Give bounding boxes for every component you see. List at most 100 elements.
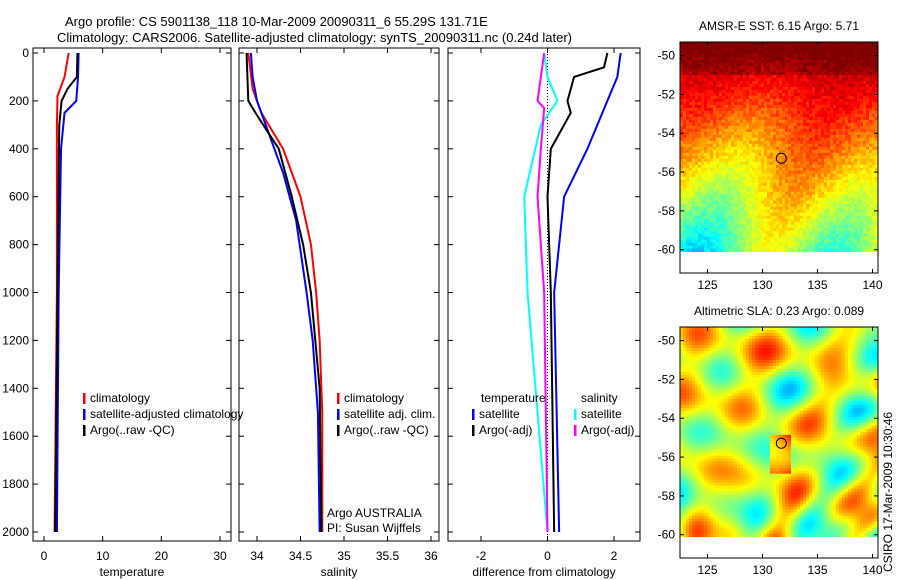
- heatmap-cell: [770, 203, 774, 208]
- heatmap-cell: [698, 182, 702, 187]
- heatmap-cell: [710, 191, 714, 196]
- heatmap-cell: [869, 194, 873, 199]
- heatmap-cell: [683, 98, 687, 103]
- heatmap-cell: [779, 131, 783, 136]
- heatmap-cell: [845, 140, 849, 145]
- heatmap-cell: [845, 74, 849, 79]
- heatmap-cell: [755, 149, 759, 154]
- heatmap-cell: [767, 182, 771, 187]
- heatmap-cell: [782, 77, 786, 82]
- heatmap-cell: [752, 194, 756, 199]
- heatmap-cell: [752, 179, 756, 184]
- heatmap-cell: [788, 233, 792, 238]
- heatmap-cell: [755, 140, 759, 145]
- heatmap-cell: [842, 185, 846, 190]
- heatmap-cell: [803, 158, 807, 163]
- heatmap-cell: [731, 98, 735, 103]
- heatmap-cell: [875, 161, 879, 166]
- heatmap-cell: [746, 203, 750, 208]
- heatmap-cell: [698, 47, 702, 52]
- heatmap-cell: [803, 89, 807, 94]
- heatmap-cell: [713, 47, 717, 52]
- heatmap-cell: [818, 56, 822, 61]
- heatmap-cell: [788, 107, 792, 112]
- heatmap-cell: [683, 164, 687, 169]
- heatmap-cell: [725, 176, 729, 181]
- heatmap-cell: [833, 167, 837, 172]
- heatmap-cell: [746, 152, 750, 157]
- heatmap-cell: [758, 122, 762, 127]
- heatmap-cell: [737, 50, 741, 55]
- heatmap-cell: [698, 131, 702, 136]
- heatmap-cell: [692, 140, 696, 145]
- heatmap-cell: [752, 197, 756, 202]
- heatmap-cell: [761, 233, 765, 238]
- heatmap-cell: [716, 77, 720, 82]
- heatmap-cell: [782, 227, 786, 232]
- heatmap-cell: [725, 89, 729, 94]
- heatmap-cell: [701, 161, 705, 166]
- heatmap-cell: [776, 149, 780, 154]
- heatmap-cell: [809, 134, 813, 139]
- heatmap-cell: [698, 221, 702, 226]
- heatmap-cell: [824, 227, 828, 232]
- heatmap-cell: [857, 110, 861, 115]
- heatmap-cell: [821, 185, 825, 190]
- heatmap-cell: [860, 245, 864, 250]
- heatmap-cell: [791, 62, 795, 67]
- heatmap-cell: [812, 131, 816, 136]
- heatmap-cell: [728, 170, 732, 175]
- heatmap-cell: [842, 242, 846, 247]
- heatmap-cell: [683, 512, 687, 517]
- heatmap-cell: [746, 125, 750, 130]
- heatmap-cell: [788, 56, 792, 61]
- heatmap-cell: [860, 182, 864, 187]
- heatmap-cell: [680, 83, 684, 88]
- heatmap-cell: [785, 77, 789, 82]
- heatmap-cell: [734, 107, 738, 112]
- heatmap-cell: [761, 110, 765, 115]
- heatmap-cell: [860, 218, 864, 223]
- heatmap-cell: [710, 179, 714, 184]
- heatmap-cell: [704, 176, 708, 181]
- heatmap-cell: [686, 167, 690, 172]
- heatmap-cell: [680, 194, 684, 199]
- heatmap-cell: [725, 155, 729, 160]
- heatmap-cell: [851, 137, 855, 142]
- heatmap-cell: [869, 107, 873, 112]
- heatmap-cell: [863, 242, 867, 247]
- heatmap-cell: [740, 176, 744, 181]
- heatmap-cell: [794, 59, 798, 64]
- heatmap-cell: [827, 239, 831, 244]
- heatmap-cell: [815, 140, 819, 145]
- heatmap-cell: [875, 242, 879, 247]
- heatmap-cell: [758, 167, 762, 172]
- heatmap-cell: [692, 197, 696, 202]
- heatmap-cell: [695, 113, 699, 118]
- heatmap-cell: [740, 65, 744, 70]
- heatmap-cell: [872, 83, 876, 88]
- heatmap-cell: [818, 116, 822, 121]
- heatmap-cell: [683, 398, 687, 403]
- heatmap-cell: [812, 242, 816, 247]
- heatmap-cell: [704, 125, 708, 130]
- heatmap-cell: [746, 248, 750, 253]
- heatmap-cell: [755, 179, 759, 184]
- heatmap-cell: [857, 164, 861, 169]
- heatmap-cell: [806, 191, 810, 196]
- heatmap-cell: [734, 62, 738, 67]
- heatmap-cell: [812, 206, 816, 211]
- heatmap-cell: [686, 185, 690, 190]
- heatmap-cell: [806, 128, 810, 133]
- heatmap-cell: [800, 239, 804, 244]
- heatmap-cell: [776, 248, 780, 253]
- heatmap-cell: [752, 224, 756, 229]
- heatmap-cell: [740, 248, 744, 253]
- heatmap-cell: [740, 155, 744, 160]
- heatmap-cell: [860, 140, 864, 145]
- heatmap-cell: [725, 191, 729, 196]
- heatmap-cell: [839, 248, 843, 253]
- heatmap-cell: [818, 176, 822, 181]
- heatmap-cell: [857, 119, 861, 124]
